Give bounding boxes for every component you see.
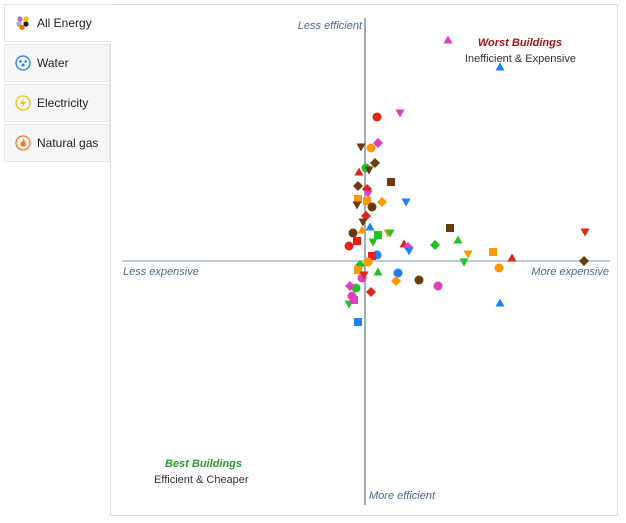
data-point-blue-triangle-down[interactable] [401, 198, 411, 207]
worst-buildings-subtitle: Inefficient & Expensive [465, 53, 576, 65]
data-point-brown-circle[interactable] [348, 228, 358, 238]
data-point-brown-diamond[interactable] [353, 181, 363, 191]
tab-natural-gas[interactable]: Natural gas [4, 124, 110, 162]
data-point-blue-circle[interactable] [393, 268, 403, 278]
data-point-brown-triangle-down[interactable] [352, 201, 362, 210]
data-point-red-triangle-up[interactable] [507, 253, 517, 262]
best-buildings-title: Best Buildings [165, 458, 242, 470]
data-point-magenta-triangle-down[interactable] [395, 109, 405, 118]
tab-all-energy[interactable]: All Energy [4, 4, 111, 42]
y-label-less-efficient: Less efficient [298, 20, 363, 32]
data-point-red-circle[interactable] [372, 112, 382, 122]
data-point-orange-diamond[interactable] [377, 197, 387, 207]
data-point-orange-circle[interactable] [363, 257, 373, 267]
best-buildings-subtitle: Efficient & Cheaper [154, 474, 249, 486]
data-point-brown-triangle-down[interactable] [356, 143, 366, 152]
data-point-magenta-diamond[interactable] [373, 138, 383, 148]
data-point-orange-square[interactable] [354, 195, 362, 203]
data-point-red-square[interactable] [353, 237, 361, 245]
data-point-orange-triangle-down[interactable] [463, 250, 473, 259]
data-point-orange-circle[interactable] [366, 143, 376, 153]
data-point-green-triangle-down[interactable] [385, 229, 395, 238]
tab-label: Electricity [37, 96, 89, 110]
data-point-orange-diamond[interactable] [391, 276, 401, 286]
data-point-green-diamond[interactable] [430, 240, 440, 250]
data-point-magenta-diamond[interactable] [345, 281, 355, 291]
chart-panel [110, 4, 618, 516]
data-point-blue-triangle-up[interactable] [495, 62, 505, 71]
lightning-icon [15, 95, 31, 111]
data-point-magenta-triangle-down[interactable] [363, 190, 373, 199]
data-point-blue-triangle-down[interactable] [404, 247, 414, 256]
data-point-magenta-triangle-up[interactable] [443, 35, 453, 44]
data-point-red-triangle-down[interactable] [580, 228, 590, 237]
y-label-more-efficient: More efficient [369, 490, 436, 502]
water-drops-icon [15, 55, 31, 71]
x-label-more-expensive: More expensive [531, 266, 609, 278]
data-point-red-diamond[interactable] [366, 287, 376, 297]
data-point-magenta-circle[interactable] [433, 281, 443, 291]
data-point-orange-square[interactable] [363, 197, 371, 205]
data-point-brown-diamond[interactable] [370, 158, 380, 168]
data-point-blue-square[interactable] [354, 318, 362, 326]
data-point-green-triangle-down[interactable] [459, 258, 469, 267]
data-point-magenta-square[interactable] [350, 296, 358, 304]
all-energy-icon [15, 15, 31, 31]
data-point-brown-triangle-down[interactable] [364, 166, 374, 175]
data-point-green-square[interactable] [374, 231, 382, 239]
tab-label: All Energy [37, 16, 92, 30]
data-point-blue-triangle-up[interactable] [365, 222, 375, 231]
data-point-green-triangle-up[interactable] [373, 267, 383, 276]
data-point-orange-square[interactable] [489, 248, 497, 256]
tab-label: Natural gas [37, 136, 99, 150]
data-point-brown-diamond[interactable] [579, 256, 589, 266]
data-point-blue-triangle-up[interactable] [495, 298, 505, 307]
tab-electricity[interactable]: Electricity [4, 84, 110, 122]
data-point-brown-square[interactable] [387, 178, 395, 186]
x-label-less-expensive: Less expensive [123, 266, 199, 278]
flame-icon [15, 135, 31, 151]
data-point-red-square[interactable] [368, 252, 376, 260]
data-point-orange-square[interactable] [354, 266, 362, 274]
tab-water[interactable]: Water [4, 44, 110, 82]
data-point-red-triangle-up[interactable] [354, 167, 364, 176]
worst-buildings-title: Worst Buildings [478, 37, 562, 49]
data-point-green-triangle-up[interactable] [453, 235, 463, 244]
data-point-green-triangle-down[interactable] [368, 238, 378, 247]
data-point-red-circle[interactable] [344, 241, 354, 251]
data-point-orange-triangle-up[interactable] [357, 225, 367, 234]
tab-label: Water [37, 56, 69, 70]
data-point-brown-circle[interactable] [414, 275, 424, 285]
data-point-brown-square[interactable] [446, 224, 454, 232]
data-point-orange-circle[interactable] [494, 263, 504, 273]
data-point-red-triangle-down[interactable] [359, 271, 369, 280]
data-point-brown-triangle-down[interactable] [358, 218, 368, 227]
data-point-brown-circle[interactable] [367, 202, 377, 212]
